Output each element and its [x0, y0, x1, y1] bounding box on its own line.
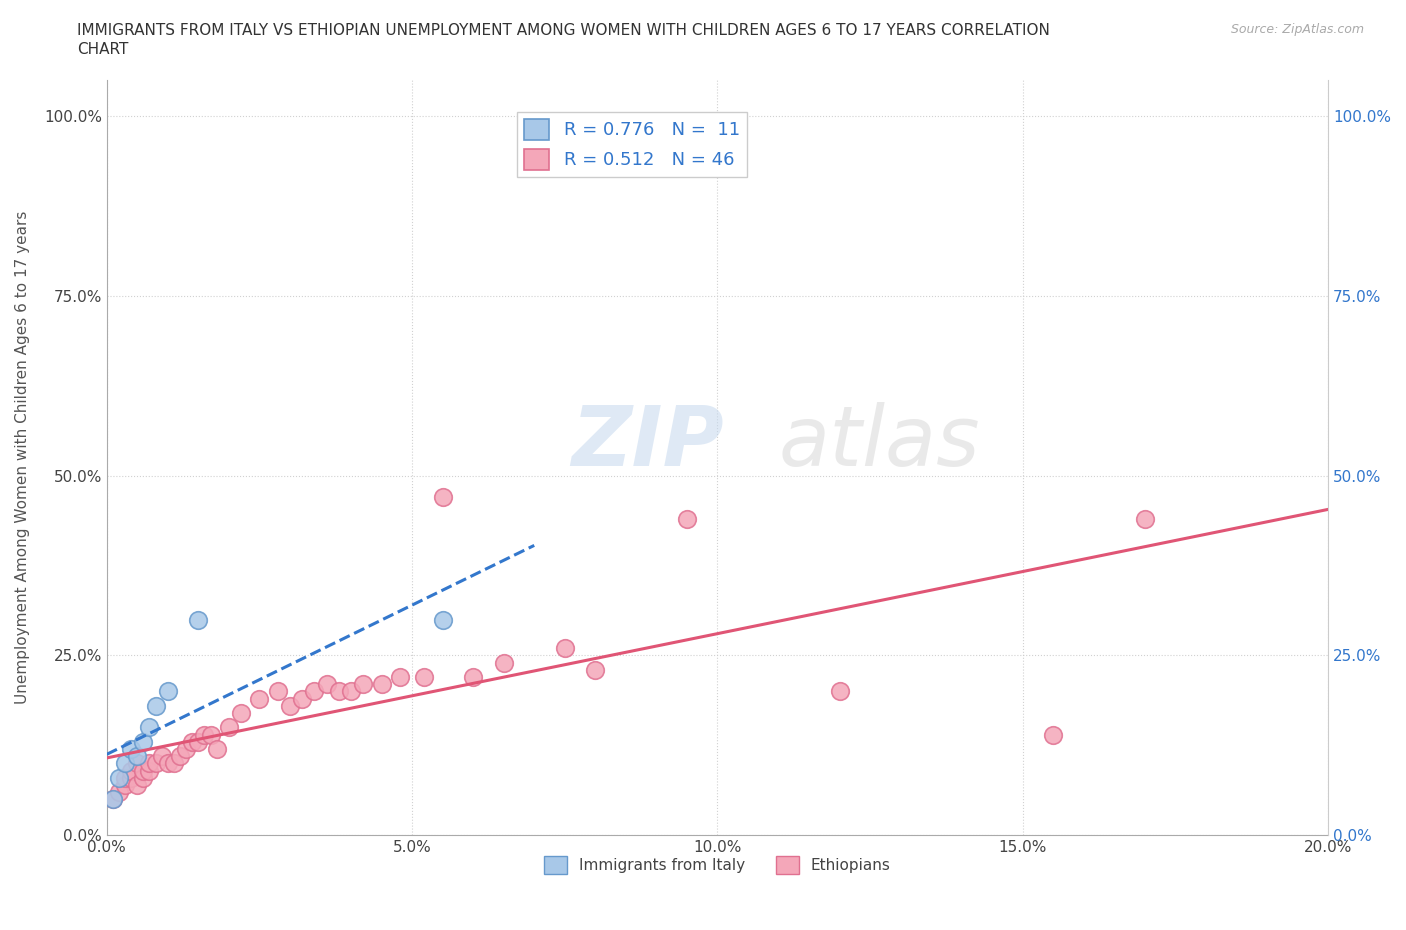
Point — [554, 641, 576, 656]
Point — [181, 735, 204, 750]
Legend: Immigrants from Italy, Ethiopians: Immigrants from Italy, Ethiopians — [538, 850, 897, 881]
Point — [132, 764, 155, 778]
Point — [169, 749, 191, 764]
Point — [156, 756, 179, 771]
Point — [229, 706, 252, 721]
Point — [114, 770, 136, 785]
Point — [127, 777, 149, 792]
Point — [432, 490, 454, 505]
Point — [114, 756, 136, 771]
Point — [145, 756, 167, 771]
Point — [187, 735, 209, 750]
Point — [127, 756, 149, 771]
Point — [267, 684, 290, 699]
Point — [108, 770, 131, 785]
Point — [291, 691, 314, 706]
Text: atlas: atlas — [779, 402, 980, 483]
Point — [340, 684, 363, 699]
Point — [132, 735, 155, 750]
Point — [163, 756, 186, 771]
Point — [278, 698, 301, 713]
Point — [432, 612, 454, 627]
Point — [218, 720, 240, 735]
Point — [352, 677, 374, 692]
Point — [150, 749, 173, 764]
Point — [132, 770, 155, 785]
Point — [1042, 727, 1064, 742]
Point — [370, 677, 392, 692]
Y-axis label: Unemployment Among Women with Children Ages 6 to 17 years: Unemployment Among Women with Children A… — [15, 211, 30, 704]
Point — [145, 698, 167, 713]
Text: IMMIGRANTS FROM ITALY VS ETHIOPIAN UNEMPLOYMENT AMONG WOMEN WITH CHILDREN AGES 6: IMMIGRANTS FROM ITALY VS ETHIOPIAN UNEMP… — [77, 23, 1050, 38]
Point — [156, 684, 179, 699]
Point — [193, 727, 215, 742]
Point — [138, 720, 160, 735]
Point — [676, 512, 699, 526]
Text: ZIP: ZIP — [571, 402, 724, 483]
Point — [315, 677, 337, 692]
Point — [120, 764, 142, 778]
Point — [1133, 512, 1156, 526]
Point — [120, 770, 142, 785]
Point — [138, 764, 160, 778]
Point — [174, 741, 197, 756]
Point — [328, 684, 350, 699]
Point — [583, 662, 606, 677]
Point — [388, 670, 411, 684]
Point — [304, 684, 326, 699]
Point — [127, 749, 149, 764]
Text: CHART: CHART — [77, 42, 129, 57]
Point — [108, 785, 131, 800]
Point — [187, 612, 209, 627]
Point — [120, 741, 142, 756]
Point — [200, 727, 222, 742]
Point — [101, 792, 124, 807]
Point — [101, 792, 124, 807]
Point — [205, 741, 228, 756]
Point — [138, 756, 160, 771]
Point — [492, 656, 515, 671]
Point — [828, 684, 851, 699]
Text: Source: ZipAtlas.com: Source: ZipAtlas.com — [1230, 23, 1364, 36]
Point — [413, 670, 436, 684]
Point — [463, 670, 485, 684]
Point — [114, 777, 136, 792]
Point — [249, 691, 271, 706]
